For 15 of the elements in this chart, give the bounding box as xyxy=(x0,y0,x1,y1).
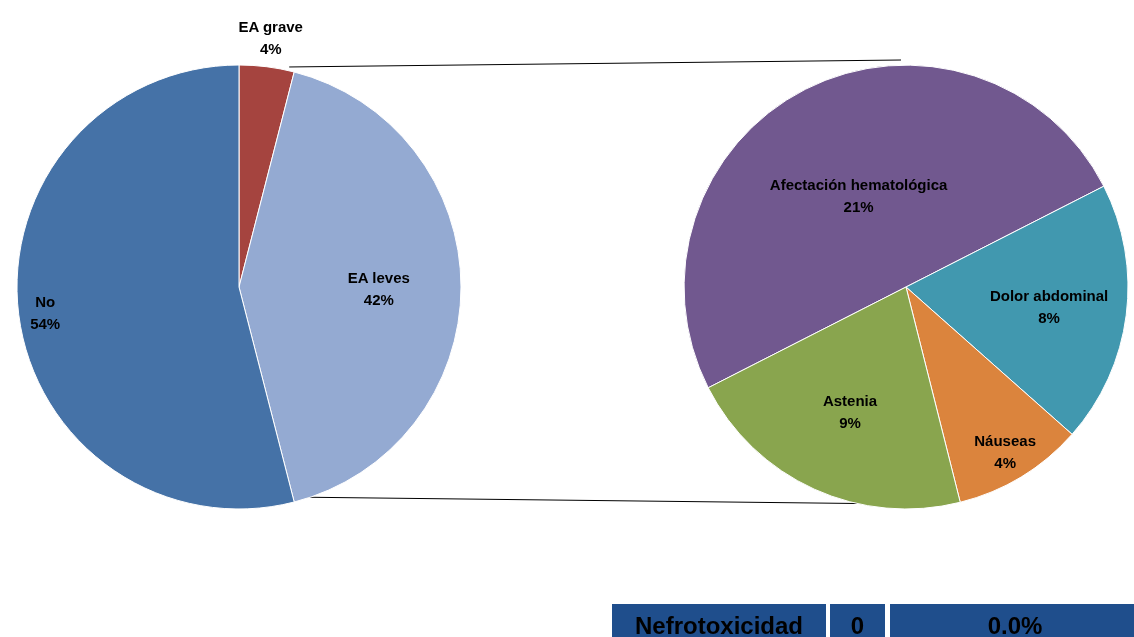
data-label: 8% xyxy=(1038,309,1060,327)
table-row: Nefrotoxicidad 0 0.0% xyxy=(0,604,1134,637)
data-label: 54% xyxy=(30,315,61,333)
data-label: 21% xyxy=(843,198,874,216)
data-label: 42% xyxy=(363,291,394,308)
data-label: 4% xyxy=(259,39,282,57)
slice-label: Astenia xyxy=(822,392,878,410)
slice-label: EA grave xyxy=(238,17,303,35)
slice-label: No xyxy=(35,293,56,311)
slice-label: EA leves xyxy=(347,269,410,286)
data-label: 9% xyxy=(839,414,861,432)
data-label: 4% xyxy=(994,454,1016,472)
slice-label: Dolor abdominal xyxy=(989,287,1109,305)
slice-label: Afectación hematológica xyxy=(769,176,949,194)
slice-label: Náuseas xyxy=(974,432,1037,450)
